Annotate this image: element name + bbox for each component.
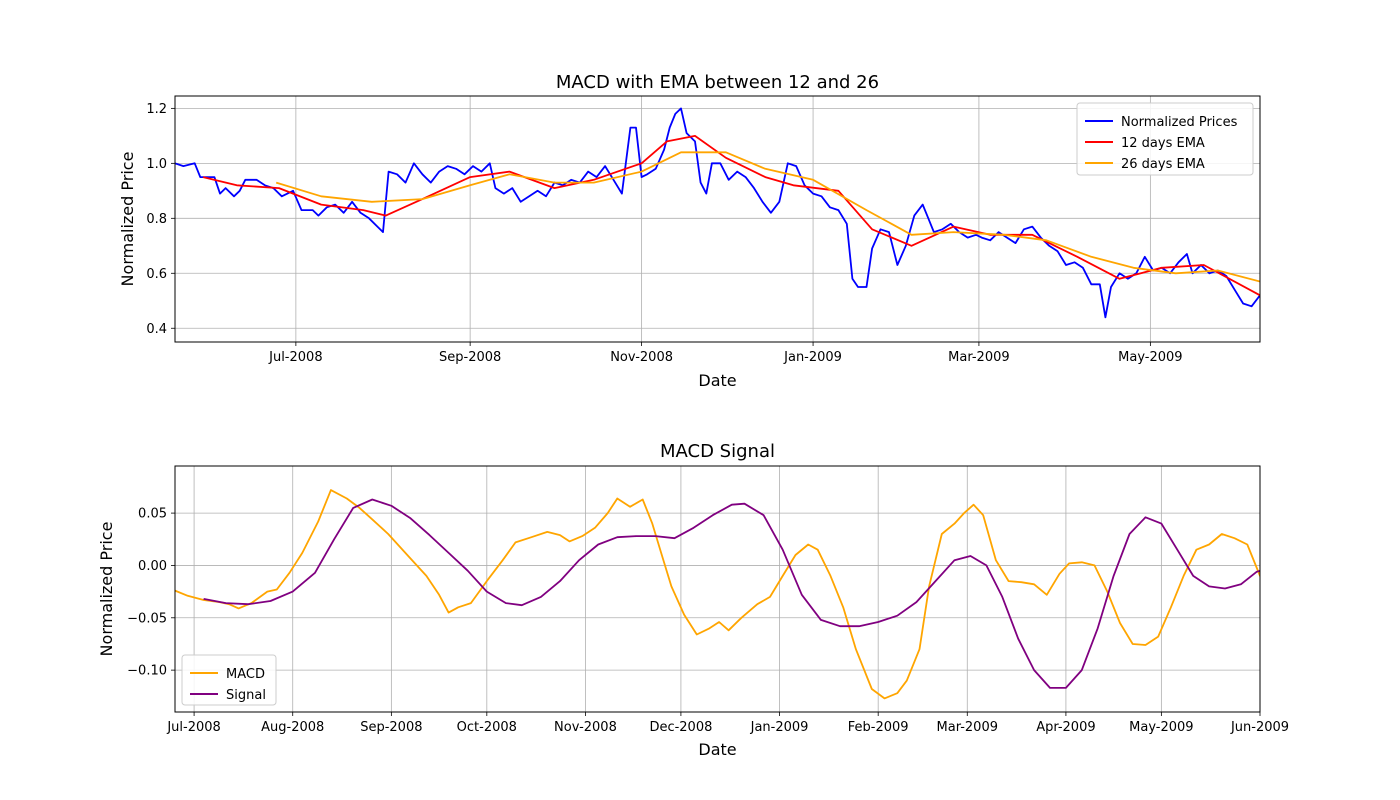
legend-label: MACD [226, 667, 265, 682]
y-tick-label: −0.05 [127, 611, 167, 626]
chart-title: MACD with EMA between 12 and 26 [556, 72, 879, 93]
series-line-normalized-prices [175, 107, 1260, 319]
series-line-26-days-ema [275, 151, 1260, 283]
x-tick-label: Mar-2009 [948, 350, 1009, 365]
x-tick-label: Jan-2009 [750, 720, 809, 735]
legend: MACD Signal [181, 654, 277, 706]
grid [175, 466, 1261, 712]
x-tick-label: Nov-2008 [610, 350, 673, 365]
x-tick-label: Mar-2009 [937, 720, 998, 735]
plot-frame [174, 465, 1261, 713]
y-tick-label: 0.4 [146, 322, 167, 337]
ticks: Jul-2008 Aug-2008 Sep-2008 Oct-2008 Nov-2008… [127, 507, 1289, 735]
x-tick-label: May-2009 [1129, 720, 1193, 735]
legend-box [1076, 102, 1254, 176]
series-line-12-days-ema [202, 135, 1260, 297]
x-tick-label: Jan-2009 [783, 350, 842, 365]
x-tick-label: Aug-2008 [261, 720, 324, 735]
y-tick-label: 0.6 [146, 267, 167, 282]
ticks: Jul-2008 Sep-2008 Nov-2008 Jan-2009 Mar-2009… [146, 102, 1182, 365]
y-tick-label: 0.05 [138, 507, 167, 522]
x-tick-label: Nov-2008 [554, 720, 617, 735]
x-tick-label: Jul-2008 [166, 720, 220, 735]
series-line-macd [175, 489, 1260, 700]
legend-label: 26 days EMA [1121, 157, 1205, 172]
price-ema-chart: MACD with EMA between 12 and 26 Date Nor… [118, 72, 1261, 390]
x-tick-label: Sep-2008 [360, 720, 422, 735]
x-axis-label: Date [698, 740, 736, 759]
legend-box [181, 654, 277, 706]
chart-title: MACD Signal [660, 441, 775, 462]
plot-frame [174, 95, 1261, 343]
x-tick-label: Apr-2009 [1036, 720, 1095, 735]
series-layer [175, 107, 1260, 319]
series-layer [175, 489, 1260, 700]
x-tick-label: Feb-2009 [848, 720, 909, 735]
x-tick-label: May-2009 [1118, 350, 1182, 365]
legend-label: Signal [226, 688, 266, 703]
y-tick-label: 1.0 [146, 157, 167, 172]
y-axis-label: Normalized Price [118, 152, 137, 287]
x-tick-label: Oct-2008 [457, 720, 517, 735]
series-line-signal [203, 498, 1260, 689]
x-tick-label: Jun-2009 [1230, 720, 1289, 735]
x-tick-label: Dec-2008 [649, 720, 712, 735]
legend: Normalized Prices 12 days EMA 26 days EMA [1076, 102, 1254, 176]
x-tick-label: Jul-2008 [268, 350, 322, 365]
y-tick-label: 0.00 [138, 559, 167, 574]
y-tick-label: 0.8 [146, 212, 167, 227]
legend-label: Normalized Prices [1121, 115, 1238, 130]
y-tick-label: −0.10 [127, 664, 167, 679]
y-tick-label: 1.2 [146, 102, 167, 117]
legend-label: 12 days EMA [1121, 136, 1205, 151]
x-tick-label: Sep-2008 [439, 350, 501, 365]
macd-signal-chart: MACD Signal Date Normalized Price Jul-20… [97, 441, 1289, 759]
x-axis-label: Date [698, 371, 736, 390]
y-axis-label: Normalized Price [97, 522, 116, 657]
